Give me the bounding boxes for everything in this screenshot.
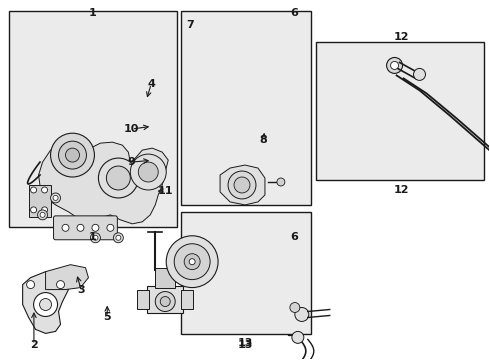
Circle shape (42, 187, 48, 193)
Polygon shape (39, 142, 168, 224)
Circle shape (98, 158, 138, 198)
Circle shape (92, 224, 99, 231)
Circle shape (58, 141, 86, 169)
Text: 11: 11 (158, 186, 173, 197)
Circle shape (50, 133, 95, 177)
Circle shape (30, 207, 37, 213)
Circle shape (138, 162, 158, 182)
Circle shape (113, 233, 123, 243)
Text: 7: 7 (186, 20, 194, 30)
Circle shape (184, 254, 200, 270)
Circle shape (277, 178, 285, 186)
Circle shape (34, 293, 57, 316)
Text: 1: 1 (89, 232, 97, 242)
Polygon shape (220, 165, 265, 205)
Bar (155, 268, 175, 288)
Text: 6: 6 (290, 232, 298, 242)
Circle shape (50, 193, 61, 203)
Text: 5: 5 (103, 312, 111, 322)
Circle shape (228, 171, 256, 199)
Bar (181, 289, 193, 310)
Circle shape (38, 210, 48, 220)
Circle shape (234, 177, 250, 193)
Circle shape (77, 224, 84, 231)
Circle shape (391, 62, 398, 69)
Circle shape (93, 235, 98, 240)
Circle shape (62, 224, 69, 231)
Bar (180, 12, 311, 205)
Text: 12: 12 (393, 185, 409, 195)
Text: 8: 8 (260, 135, 268, 145)
Bar (9, 12, 176, 226)
Circle shape (166, 236, 218, 288)
Circle shape (66, 148, 79, 162)
Polygon shape (46, 265, 89, 289)
Circle shape (40, 298, 51, 310)
Circle shape (290, 302, 300, 312)
Circle shape (26, 280, 35, 289)
Circle shape (155, 292, 175, 311)
Circle shape (387, 58, 403, 73)
Text: 1: 1 (89, 8, 97, 18)
Circle shape (174, 244, 210, 280)
Circle shape (160, 297, 170, 306)
Text: 2: 2 (30, 340, 38, 350)
Circle shape (295, 307, 309, 321)
Circle shape (56, 280, 65, 289)
Circle shape (116, 235, 121, 240)
Text: 13: 13 (237, 340, 253, 350)
Circle shape (42, 207, 48, 213)
Circle shape (106, 166, 130, 190)
Polygon shape (23, 272, 69, 333)
Circle shape (107, 224, 114, 231)
Circle shape (53, 195, 58, 201)
Text: 9: 9 (128, 157, 136, 167)
Text: 4: 4 (147, 79, 155, 89)
Circle shape (91, 233, 100, 243)
Text: 3: 3 (77, 285, 85, 296)
Text: 12: 12 (393, 32, 409, 41)
Text: 6: 6 (290, 8, 298, 18)
Bar (137, 289, 149, 310)
Circle shape (40, 212, 45, 217)
Circle shape (130, 154, 166, 190)
Circle shape (30, 187, 37, 193)
Bar (147, 285, 183, 314)
Bar (28, 185, 50, 217)
Text: 13: 13 (237, 338, 253, 348)
Bar (316, 42, 485, 180)
Circle shape (189, 259, 195, 265)
Text: 10: 10 (124, 124, 139, 134)
FancyBboxPatch shape (53, 216, 118, 240)
Bar (180, 212, 311, 334)
Circle shape (414, 68, 425, 80)
Circle shape (292, 332, 304, 343)
